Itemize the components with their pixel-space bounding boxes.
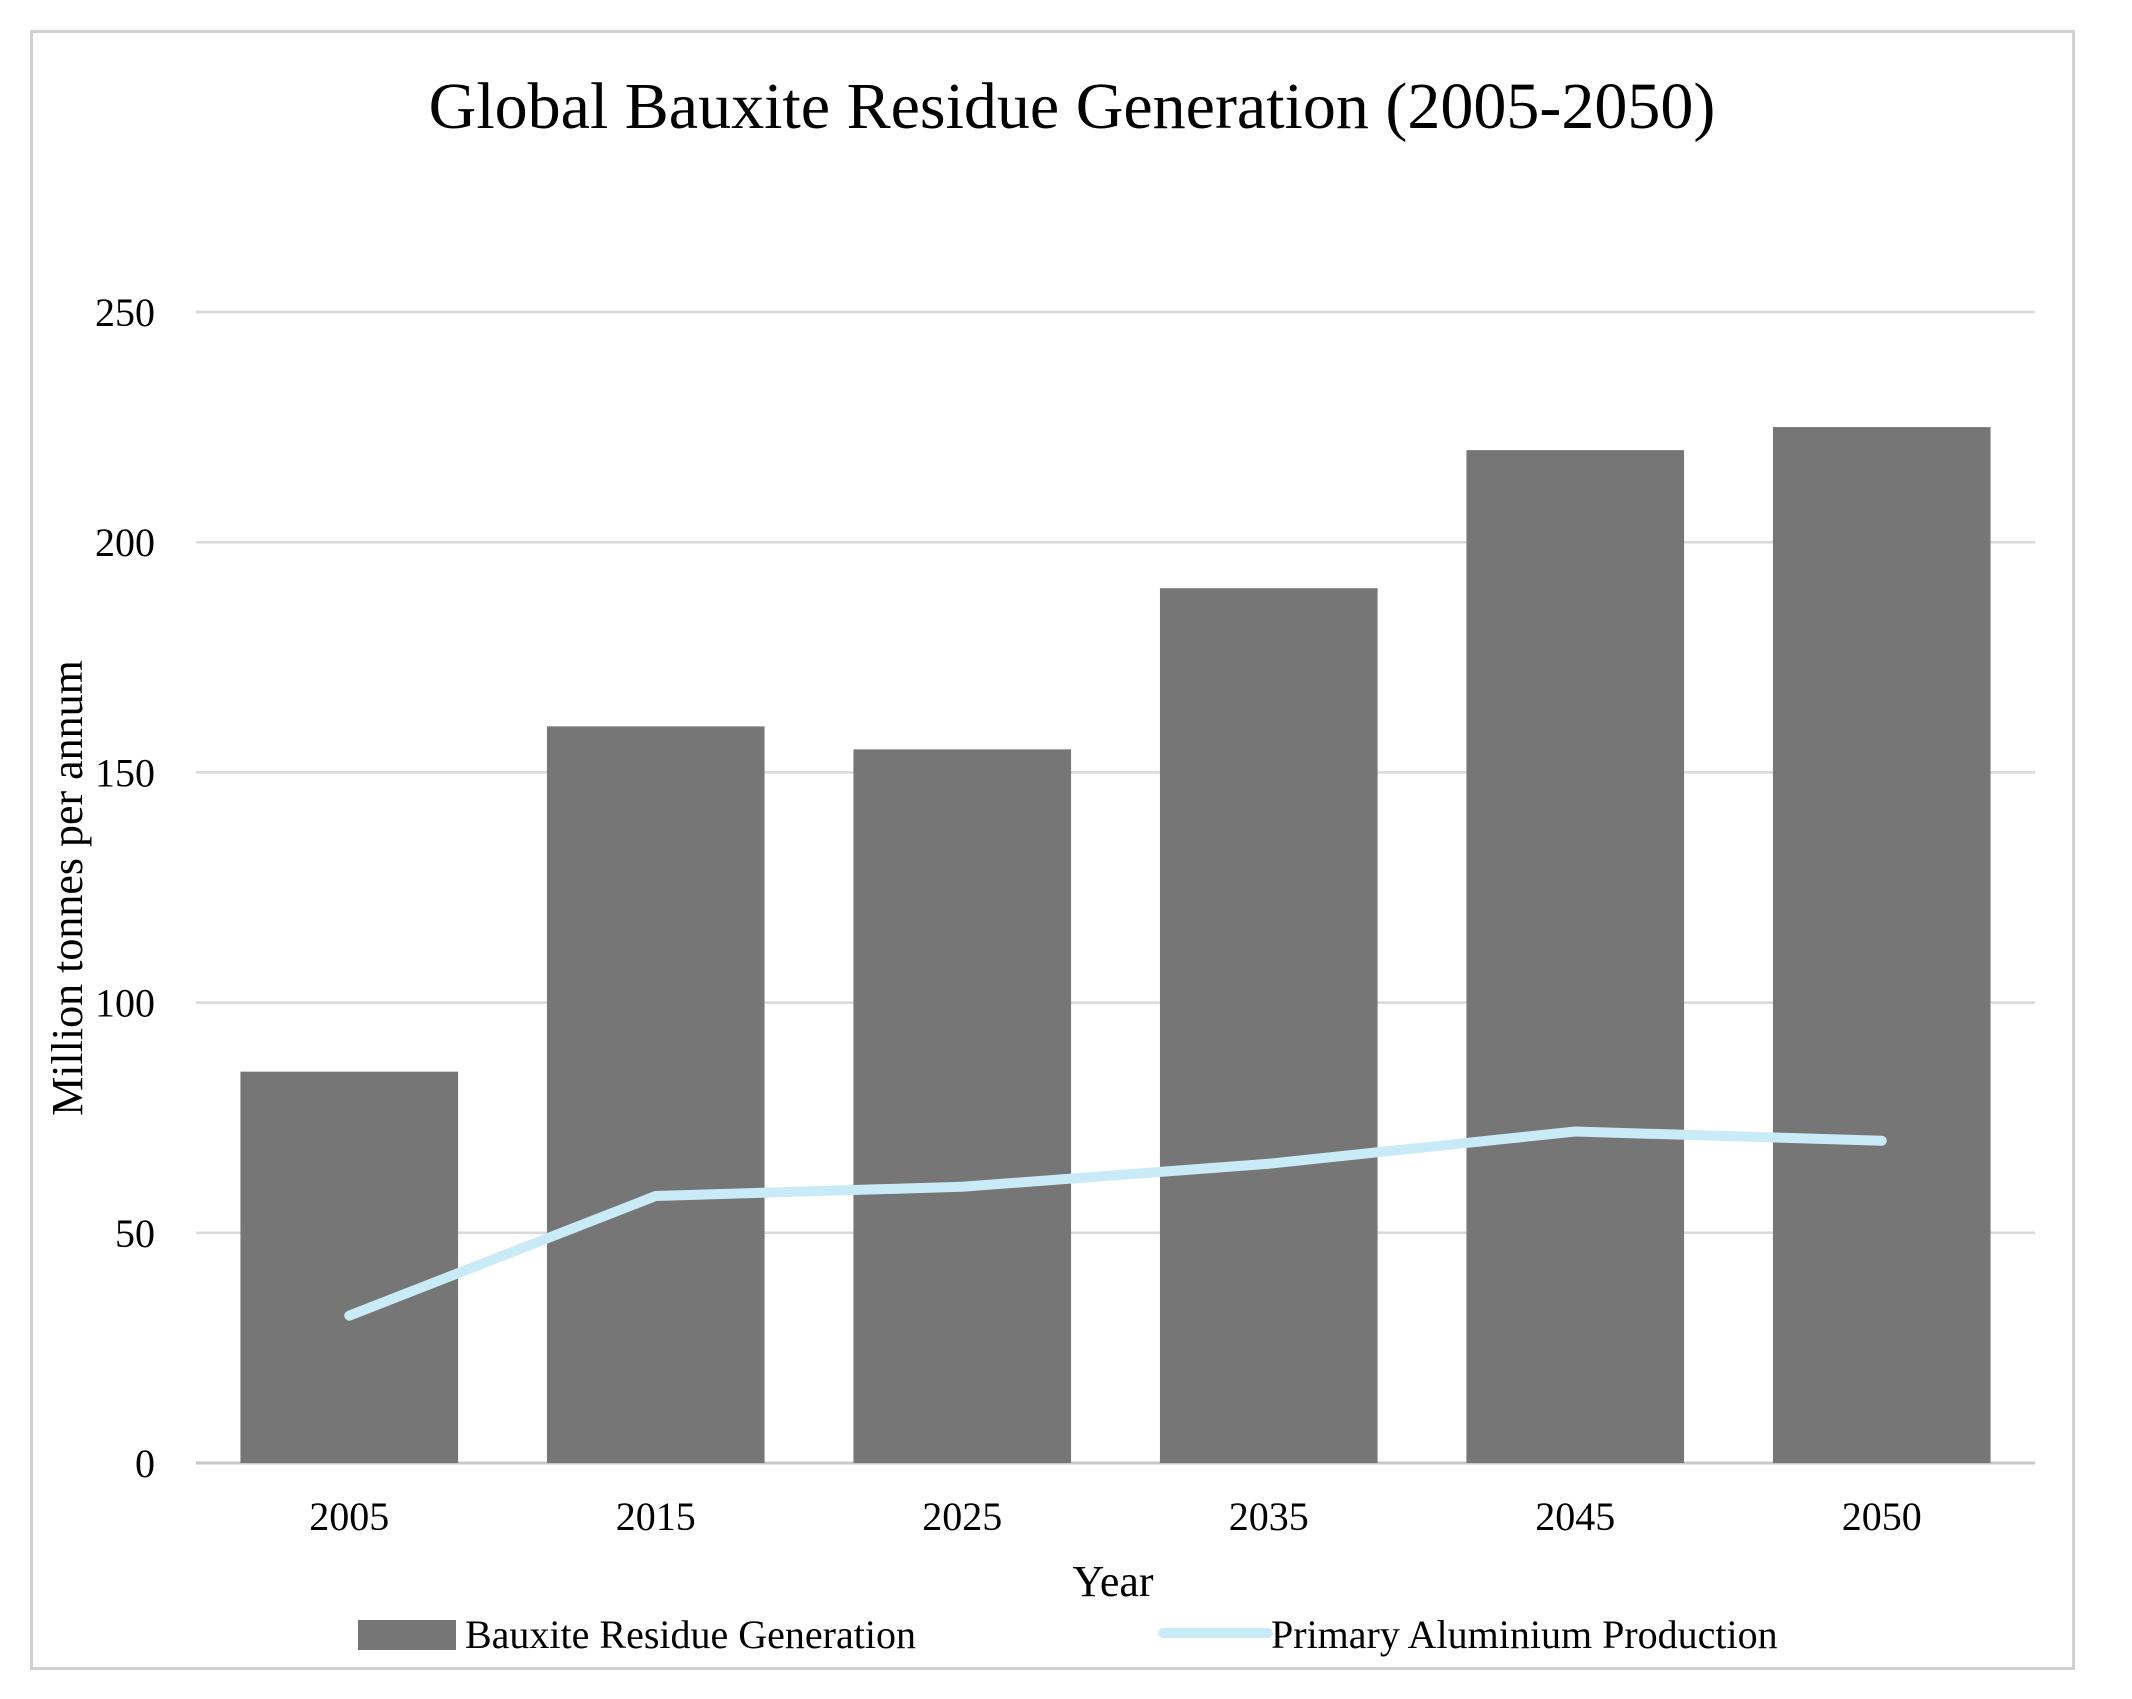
- x-tick-2050: 2050: [1842, 1494, 1922, 1539]
- legend-label-bauxite: Bauxite Residue Generation: [465, 1612, 916, 1657]
- y-tick-200: 200: [95, 520, 155, 565]
- bar-2015: [546, 726, 765, 1463]
- legend-swatch-bauxite: [358, 1620, 456, 1650]
- x-axis-label: Year: [1072, 1557, 1153, 1606]
- grid-lines: [196, 310, 2035, 1465]
- x-tick-labels: 2005 2015 2025 2035 2045 2050: [309, 1494, 1922, 1539]
- bars: [240, 427, 1991, 1464]
- line-series: [344, 1126, 1887, 1321]
- y-tick-labels: 0 50 100 150 200 250: [95, 290, 155, 1486]
- y-tick-250: 250: [95, 290, 155, 335]
- y-tick-50: 50: [115, 1211, 155, 1256]
- bar-2045: [1466, 450, 1685, 1463]
- legend-label-aluminium: Primary Aluminium Production: [1271, 1612, 1778, 1657]
- line-aluminium: [344, 1126, 1887, 1321]
- x-tick-2035: 2035: [1229, 1494, 1309, 1539]
- y-tick-100: 100: [95, 981, 155, 1026]
- y-tick-150: 150: [95, 750, 155, 795]
- bar-2005: [240, 1071, 459, 1463]
- y-tick-0: 0: [135, 1441, 155, 1486]
- x-tick-2015: 2015: [616, 1494, 696, 1539]
- bar-2050: [1772, 427, 1991, 1464]
- x-tick-2045: 2045: [1535, 1494, 1615, 1539]
- legend: Bauxite Residue Generation Primary Alumi…: [358, 1612, 1778, 1657]
- x-tick-2025: 2025: [922, 1494, 1002, 1539]
- y-axis-label: Million tonnes per annum: [43, 660, 92, 1116]
- chart-title: Global Bauxite Residue Generation (2005-…: [429, 70, 1716, 143]
- x-tick-2005: 2005: [309, 1494, 389, 1539]
- bar-2035: [1159, 588, 1378, 1463]
- bar-2025: [853, 749, 1072, 1463]
